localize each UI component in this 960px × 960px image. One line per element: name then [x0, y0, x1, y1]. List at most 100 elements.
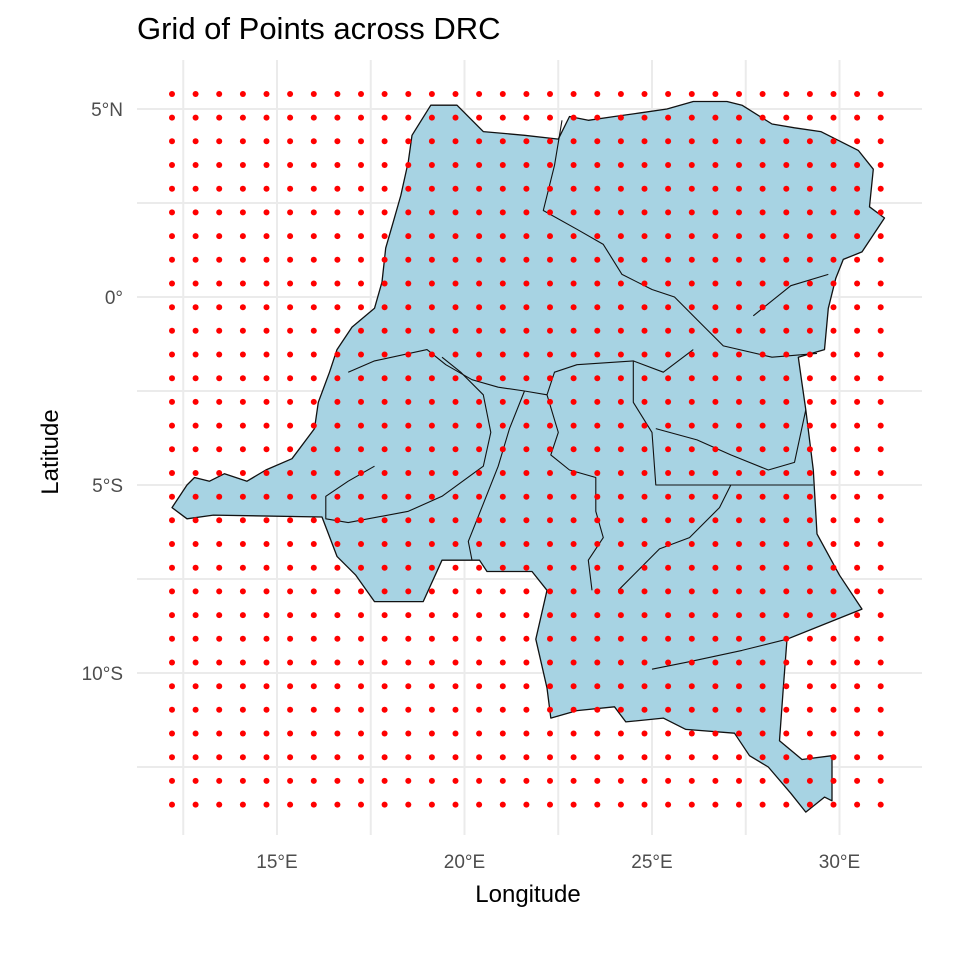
grid-point: [712, 138, 719, 145]
grid-point: [358, 777, 364, 784]
grid-point: [783, 375, 790, 382]
grid-point: [617, 635, 624, 642]
grid-point: [594, 493, 601, 500]
grid-point: [169, 706, 175, 713]
grid-point: [617, 612, 624, 619]
grid-point: [358, 754, 364, 761]
grid-point: [688, 138, 695, 145]
grid-point: [854, 114, 861, 121]
grid-point: [688, 612, 695, 619]
grid-point: [523, 256, 530, 263]
grid-point: [287, 233, 294, 240]
grid-point: [310, 730, 317, 737]
grid-point: [806, 493, 813, 500]
x-axis-title: Longitude: [475, 881, 580, 908]
grid-point: [854, 730, 861, 737]
grid-point: [570, 162, 577, 168]
grid-point: [405, 280, 412, 287]
grid-point: [476, 375, 483, 382]
grid-point: [830, 91, 837, 97]
grid-point: [688, 730, 695, 737]
grid-point: [523, 659, 530, 666]
grid-point: [783, 564, 790, 571]
grid-point: [239, 706, 246, 713]
grid-point: [192, 588, 199, 595]
grid-point: [854, 162, 861, 168]
grid-point: [806, 114, 813, 121]
grid-point: [830, 730, 837, 737]
grid-point: [287, 351, 294, 358]
grid-point: [806, 470, 813, 476]
grid-point: [405, 612, 412, 619]
grid-point: [428, 659, 435, 666]
grid-point: [476, 612, 483, 619]
grid-point: [310, 706, 317, 713]
grid-point: [759, 564, 766, 571]
grid-point: [665, 185, 672, 192]
grid-point: [216, 138, 223, 145]
grid-point: [854, 233, 861, 240]
grid-point: [854, 659, 861, 666]
grid-point: [830, 683, 837, 690]
grid-point: [523, 470, 530, 476]
grid-point: [263, 683, 270, 690]
grid-point: [523, 162, 530, 168]
grid-point: [358, 327, 364, 334]
grid-point: [523, 138, 530, 145]
grid-point: [641, 754, 648, 761]
grid-point: [263, 517, 270, 524]
grid-point: [381, 256, 388, 263]
grid-point: [617, 114, 624, 121]
grid-point: [169, 470, 175, 476]
grid-point: [570, 612, 577, 619]
grid-point: [783, 446, 790, 453]
grid-point: [617, 777, 624, 784]
grid-point: [665, 422, 672, 429]
grid-point: [169, 422, 175, 429]
grid-point: [334, 683, 341, 690]
grid-point: [428, 256, 435, 263]
grid-point: [830, 185, 837, 192]
grid-point: [547, 256, 553, 263]
grid-point: [712, 422, 719, 429]
grid-point: [239, 375, 246, 382]
grid-point: [310, 91, 317, 97]
grid-point: [381, 588, 388, 595]
grid-point: [665, 114, 672, 121]
grid-point: [263, 754, 270, 761]
y-tick-label: 10°S: [82, 664, 123, 685]
grid-point: [523, 754, 530, 761]
grid-point: [617, 233, 624, 240]
grid-point: [381, 517, 388, 524]
grid-point: [216, 114, 223, 121]
grid-point: [216, 327, 223, 334]
grid-point: [830, 612, 837, 619]
grid-point: [877, 256, 884, 263]
grid-point: [334, 754, 341, 761]
grid-point: [877, 659, 884, 666]
grid-point: [523, 304, 530, 311]
grid-point: [499, 635, 506, 642]
grid-point: [358, 683, 364, 690]
x-tick-label: 30°E: [819, 852, 860, 873]
grid-point: [216, 493, 223, 500]
grid-point: [192, 730, 199, 737]
grid-point: [712, 517, 719, 524]
grid-point: [594, 114, 601, 121]
grid-point: [806, 398, 813, 405]
grid-point: [759, 659, 766, 666]
grid-point: [523, 588, 530, 595]
grid-point: [641, 185, 648, 192]
grid-point: [806, 91, 813, 97]
grid-point: [452, 280, 459, 287]
grid-point: [452, 801, 459, 808]
grid-point: [452, 375, 459, 382]
grid-point: [806, 375, 813, 382]
grid-point: [310, 398, 317, 405]
grid-point: [783, 138, 790, 145]
grid-point: [287, 304, 294, 311]
grid-point: [263, 446, 270, 453]
grid-point: [263, 659, 270, 666]
grid-point: [216, 635, 223, 642]
grid-point: [736, 493, 742, 500]
